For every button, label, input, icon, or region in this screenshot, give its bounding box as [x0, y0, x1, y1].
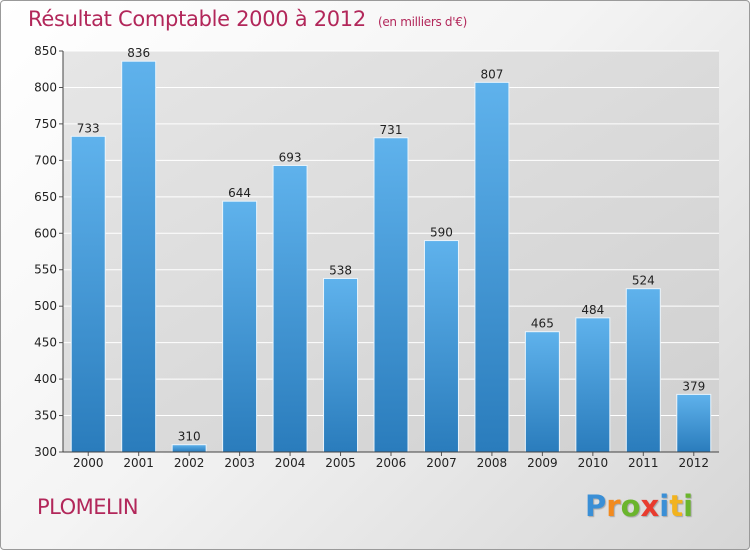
logo-letter: t [669, 489, 684, 523]
value-label-2011: 524 [632, 274, 655, 288]
y-tick-label: 650 [34, 190, 57, 204]
x-tick-label-2002: 2002 [174, 456, 205, 470]
bars [70, 60, 712, 453]
value-label-2000: 733 [77, 121, 100, 135]
y-tick-label: 750 [34, 117, 57, 131]
x-tick-label-2012: 2012 [678, 456, 709, 470]
logo-letter: x [640, 489, 660, 523]
x-tick-label-2009: 2009 [527, 456, 558, 470]
axes [59, 50, 719, 456]
bar-2000 [70, 135, 106, 453]
value-label-2004: 693 [279, 150, 302, 164]
x-tick-label-2004: 2004 [275, 456, 306, 470]
bar-2009 [524, 331, 560, 453]
y-tick-label: 850 [34, 44, 57, 58]
x-tick-label-2001: 2001 [123, 456, 154, 470]
y-tick-label: 300 [34, 445, 57, 459]
logo-letter: i [683, 489, 694, 523]
value-label-2003: 644 [228, 186, 251, 200]
chart-subtitle: (en milliers d'€) [377, 15, 467, 29]
bar-2008 [474, 81, 510, 453]
bar-2002 [171, 444, 207, 453]
bar-2004 [272, 164, 308, 453]
y-tick-label: 350 [34, 409, 57, 423]
value-label-2002: 310 [178, 430, 201, 444]
commune-name: PLOMELIN [37, 495, 139, 519]
y-tick-label: 700 [34, 153, 57, 167]
value-label-2009: 465 [531, 317, 554, 331]
logo-letter: o [620, 489, 641, 523]
proxiti-logo: Proxiti [585, 489, 693, 523]
value-label-2010: 484 [581, 303, 604, 317]
bar-2005 [323, 277, 359, 453]
bar-2007 [423, 240, 459, 453]
logo-letter: i [659, 489, 670, 523]
bar-2006 [373, 137, 409, 453]
x-tick-label-2008: 2008 [477, 456, 508, 470]
bar-2010 [575, 317, 611, 453]
x-tick-label-2011: 2011 [628, 456, 659, 470]
y-tick-label: 600 [34, 226, 57, 240]
x-tick-label-2006: 2006 [376, 456, 407, 470]
value-label-2001: 836 [127, 46, 150, 60]
bar-2012 [676, 393, 712, 453]
x-tick-label-2005: 2005 [325, 456, 356, 470]
value-label-2007: 590 [430, 226, 453, 240]
logo-letter: P [585, 489, 607, 523]
y-tick-label: 450 [34, 336, 57, 350]
x-tick-label-2007: 2007 [426, 456, 457, 470]
y-tick-label: 550 [34, 263, 57, 277]
bar-2011 [625, 288, 661, 453]
value-label-2008: 807 [480, 67, 503, 81]
y-tick-label: 400 [34, 372, 57, 386]
chart-title: Résultat Comptable 2000 à 2012 (en millie… [28, 7, 467, 31]
bar-2003 [222, 200, 258, 453]
value-label-2006: 731 [380, 123, 403, 137]
x-tick-label-2003: 2003 [224, 456, 255, 470]
y-tick-label: 800 [34, 80, 57, 94]
chart-title-text: Résultat Comptable 2000 à 2012 [28, 7, 366, 31]
logo-letter: r [606, 489, 621, 523]
x-tick-label-2000: 2000 [73, 456, 104, 470]
value-label-2012: 379 [682, 379, 705, 393]
y-tick-label: 500 [34, 299, 57, 313]
x-tick-label-2010: 2010 [578, 456, 609, 470]
labels: 300 350 400 450 500 550 600 650 700 750 800 850 733 2… [34, 44, 709, 470]
value-label-2005: 538 [329, 263, 352, 277]
bar-2001 [121, 60, 157, 453]
